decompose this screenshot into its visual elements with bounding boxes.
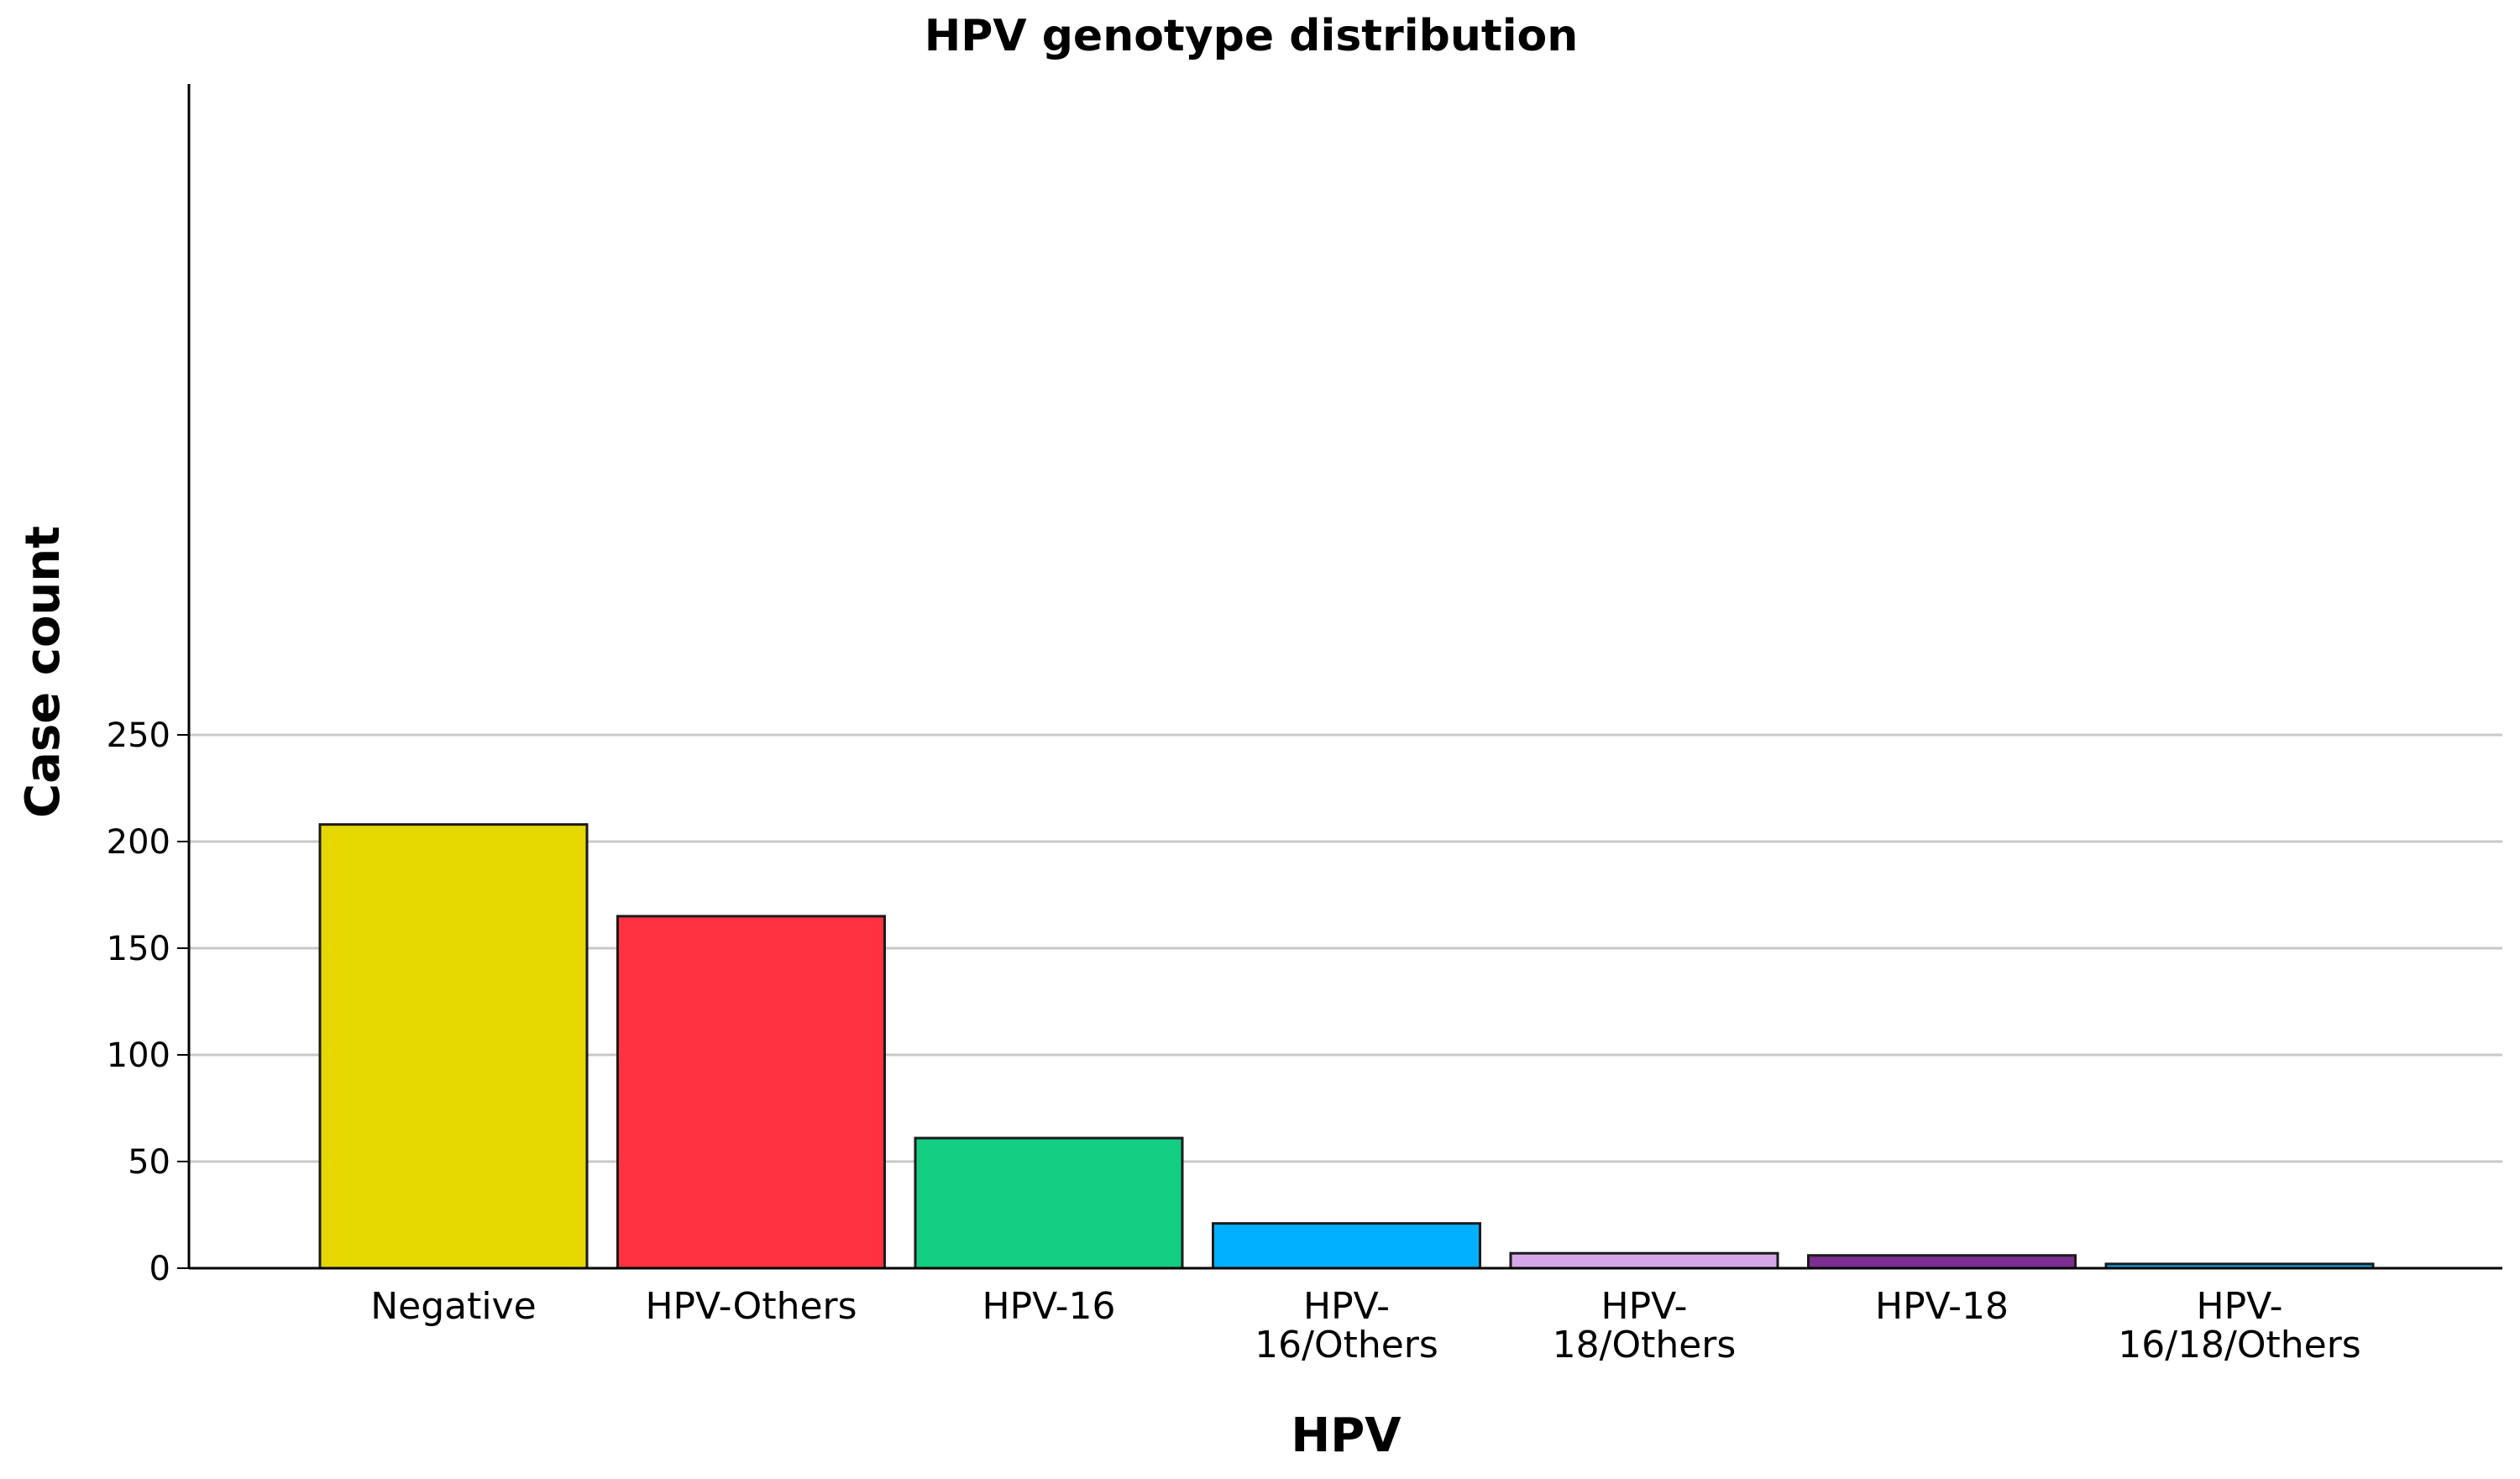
chart-title: HPV genotype distribution bbox=[925, 11, 1579, 61]
bar bbox=[1509, 1251, 1779, 1270]
y-tick-label: 50 bbox=[128, 1143, 170, 1182]
y-axis-title: Case count bbox=[16, 526, 71, 818]
axes bbox=[177, 84, 2502, 1270]
y-tick-label: 150 bbox=[107, 930, 170, 968]
y-tick-label: 0 bbox=[149, 1250, 170, 1288]
x-tick-label: HPV-18 bbox=[1875, 1285, 2009, 1328]
bar bbox=[616, 915, 886, 1270]
bars bbox=[318, 823, 2375, 1270]
bar bbox=[318, 823, 589, 1270]
x-axis-title: HPV bbox=[1291, 1408, 1401, 1463]
bar bbox=[1212, 1222, 1481, 1270]
x-tick-label: HPV- bbox=[1303, 1285, 1390, 1328]
x-tick-label: HPV-Others bbox=[645, 1285, 857, 1328]
x-tick-label: Negative bbox=[370, 1285, 536, 1328]
y-tick-label: 100 bbox=[107, 1036, 170, 1075]
x-tick-label: HPV-16 bbox=[982, 1285, 1115, 1328]
y-tick-label: 200 bbox=[107, 823, 170, 862]
x-tick-label: 18/Others bbox=[1553, 1324, 1737, 1366]
bar bbox=[1807, 1254, 2077, 1270]
x-tick-label: 16/Others bbox=[1255, 1324, 1438, 1366]
x-tick-label: HPV- bbox=[2196, 1285, 2282, 1328]
x-tick-label: HPV- bbox=[1601, 1285, 1687, 1328]
y-tick-label: 250 bbox=[107, 716, 170, 755]
bar bbox=[914, 1136, 1184, 1270]
labels: 0 50 100 150 200 250 Negative HPV-Others HPV-16 H… bbox=[107, 716, 2361, 1366]
x-tick-label: 16/18/Others bbox=[2118, 1324, 2360, 1366]
